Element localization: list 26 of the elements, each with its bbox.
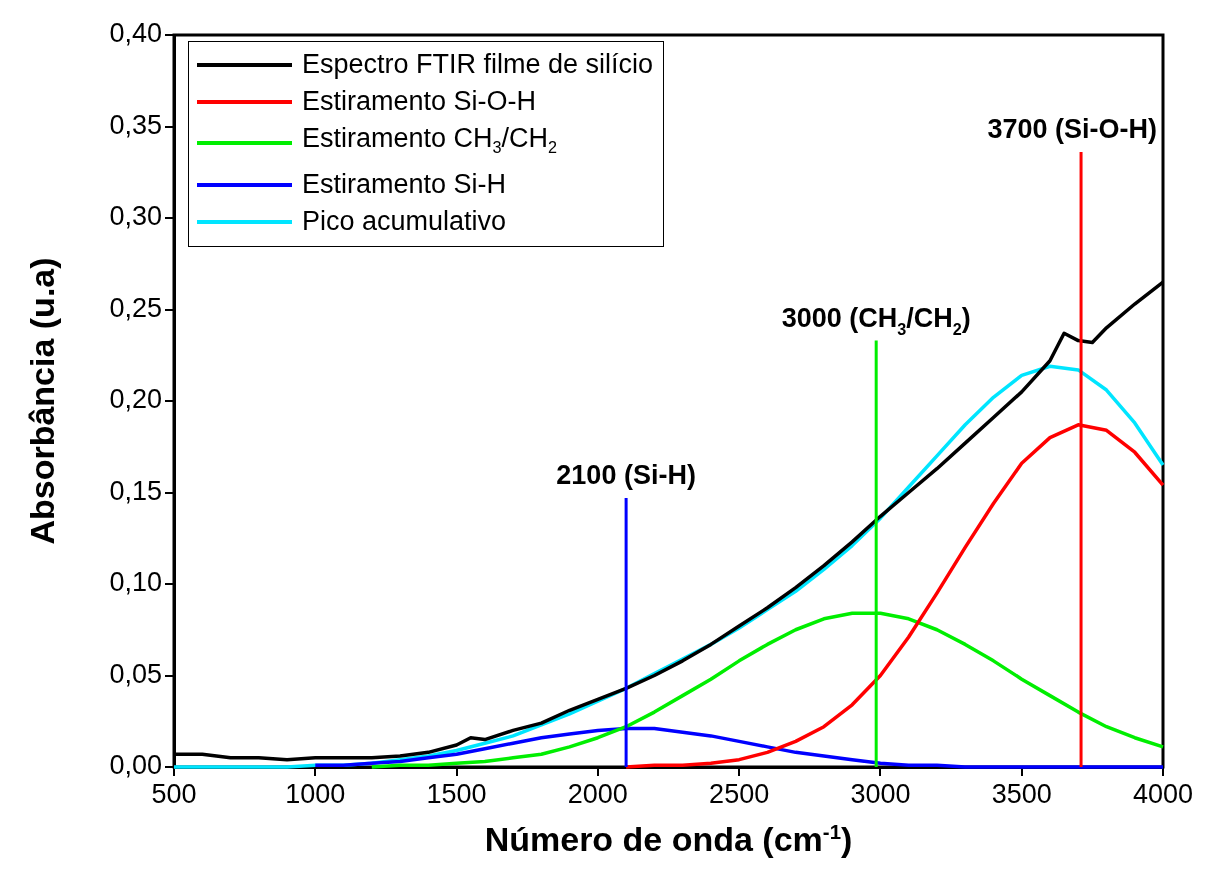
y-tick-label: 0,40 xyxy=(109,18,162,49)
x-axis-title: Número de onda (cm$^{-1}$) xyxy=(483,820,854,859)
y-tick-label: 0,10 xyxy=(109,567,162,598)
y-tick-label: 0,05 xyxy=(109,658,162,689)
legend-label: Estiramento Si-O-H xyxy=(302,85,537,118)
y-tick-label: 0,35 xyxy=(109,109,162,140)
y-axis-title: Absorbância (u.a) xyxy=(22,257,62,545)
x-tick-label: 3000 xyxy=(850,778,911,809)
ref-line-label: 2100 (Si-H) xyxy=(556,459,696,490)
ref-line-label: 3700 (Si-O-H) xyxy=(987,114,1158,145)
y-tick-label: 0,15 xyxy=(109,475,162,506)
y-tick-label: 0,20 xyxy=(109,384,162,415)
y-tick-label: 0,00 xyxy=(109,750,162,781)
x-tick-label: 4000 xyxy=(1132,778,1194,809)
x-tick-label: 1500 xyxy=(426,778,487,809)
x-tick-label: 2500 xyxy=(709,778,770,809)
y-tick-label: 0,30 xyxy=(109,201,162,232)
y-tick-label: 0,25 xyxy=(109,292,162,323)
legend-label: Espectro FTIR filme de silício xyxy=(302,48,654,81)
x-tick-label: 3500 xyxy=(991,778,1052,809)
x-tick-label: 1000 xyxy=(285,778,346,809)
x-tick-label: 500 xyxy=(151,778,197,809)
legend-label: Estiramento Si-H xyxy=(302,168,507,202)
x-tick-label: 2000 xyxy=(567,778,628,809)
legend-label: Estiramento CH$_{3}$/CH$_{2}$ xyxy=(302,122,558,159)
legend-label: Pico acumulativo xyxy=(302,205,507,239)
